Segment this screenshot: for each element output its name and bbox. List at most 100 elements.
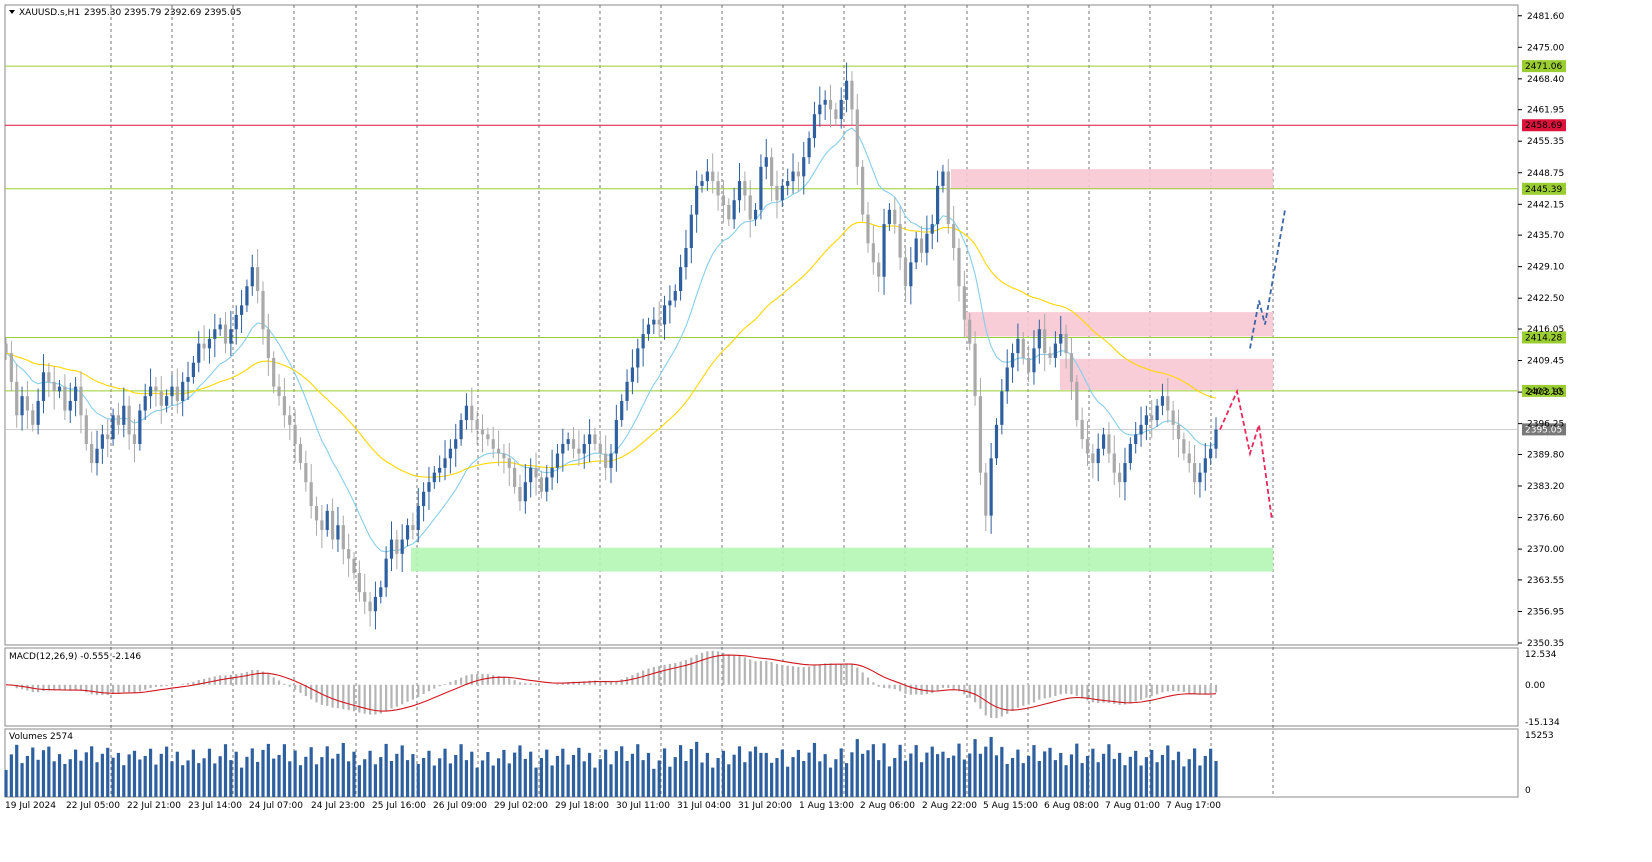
- volume-bar: [935, 754, 940, 797]
- candle-body: [604, 453, 608, 468]
- time-tick-label: 2 Aug 06:00: [860, 801, 915, 811]
- candle-body: [1203, 458, 1207, 473]
- volume-bar: [700, 762, 704, 797]
- volume-bar: [1187, 759, 1191, 797]
- volume-bar: [154, 764, 158, 797]
- candle-body: [834, 109, 838, 119]
- candle-body: [791, 171, 795, 182]
- candle-body: [57, 386, 62, 392]
- candle-body: [625, 381, 629, 401]
- candle-body: [239, 305, 244, 315]
- volume-bar: [780, 749, 784, 797]
- volume-bar: [202, 758, 206, 797]
- volume-bar: [636, 744, 640, 797]
- volume-bar: [63, 764, 67, 797]
- candle-body: [454, 439, 458, 449]
- candle-body: [984, 472, 988, 516]
- candle-body: [266, 329, 270, 358]
- volume-bar: [1101, 753, 1106, 797]
- volume-bar: [1016, 749, 1020, 797]
- volume-bar: [148, 748, 153, 797]
- demand-zone: [411, 547, 1273, 572]
- candle-body: [1198, 472, 1202, 483]
- candle-body: [293, 424, 297, 444]
- volume-bar: [1107, 744, 1111, 797]
- volume-bar: [748, 751, 752, 797]
- time-tick-label: 1 Aug 13:00: [799, 801, 854, 811]
- candle-body: [1118, 472, 1122, 483]
- volume-bar: [684, 761, 688, 797]
- time-tick-label: 30 Jul 11:00: [616, 801, 670, 811]
- candle-body: [116, 415, 121, 425]
- candle-body: [1209, 448, 1213, 459]
- candle-body: [828, 99, 833, 110]
- candle-body: [314, 506, 319, 521]
- candle-body: [384, 558, 388, 588]
- candle-body: [764, 157, 768, 167]
- volume-bar: [197, 763, 201, 797]
- candle-body: [74, 386, 78, 401]
- volume-bar: [1214, 761, 1218, 797]
- volume-bar: [36, 759, 40, 797]
- candle-body: [100, 434, 104, 449]
- price-tick-label: 2402.85: [1527, 388, 1564, 398]
- candle-body: [213, 329, 217, 339]
- candle-body: [914, 238, 918, 263]
- volume-bar: [834, 759, 838, 797]
- volume-bar: [1166, 745, 1170, 797]
- volume-bar: [925, 752, 929, 797]
- volume-bar: [887, 766, 892, 797]
- volume-bar: [229, 760, 233, 797]
- volume-bar: [1091, 748, 1095, 797]
- candle-body: [79, 386, 83, 416]
- candle-body: [1160, 396, 1165, 406]
- candle-body: [496, 448, 501, 454]
- volume-bar: [239, 767, 244, 797]
- candle-body: [1000, 391, 1004, 425]
- candle-body: [1037, 329, 1041, 349]
- volume-bar: [256, 761, 260, 797]
- price-tick-label: 2396.25: [1527, 420, 1564, 430]
- candle-body: [759, 166, 763, 210]
- macd-tick-label: -15.134: [1525, 718, 1560, 728]
- volume-bar: [753, 746, 758, 797]
- time-tick-label: 22 Jul 05:00: [66, 801, 120, 811]
- volume-bar: [1080, 763, 1084, 797]
- price-tick-label: 2370.00: [1527, 545, 1564, 555]
- volume-bar: [513, 752, 517, 797]
- volume-bar: [968, 753, 972, 797]
- volume-bar: [496, 758, 501, 797]
- volume-bar: [930, 746, 934, 797]
- candle-body: [31, 410, 35, 425]
- volume-bar: [304, 756, 308, 797]
- volume-bar: [791, 757, 795, 797]
- candle-body: [470, 405, 474, 421]
- candle-body: [68, 400, 72, 411]
- candle-body: [1043, 329, 1047, 354]
- candle-body: [363, 592, 367, 602]
- candle-body: [1123, 463, 1127, 483]
- candle-body: [502, 453, 506, 459]
- volume-bar: [604, 749, 608, 797]
- candle-body: [1091, 453, 1095, 464]
- volume-bar: [1112, 758, 1116, 797]
- volume-bar: [159, 753, 163, 797]
- macd-signal-line: [5, 654, 1217, 712]
- volume-bar: [111, 757, 115, 797]
- candle-body: [1053, 343, 1057, 358]
- candle-body: [325, 510, 329, 530]
- volume-bar: [459, 744, 463, 797]
- candle-body: [898, 224, 902, 258]
- price-tick-label: 2350.35: [1527, 639, 1564, 649]
- volume-bar: [1059, 752, 1063, 797]
- candle-body: [277, 386, 281, 397]
- candle-body: [823, 99, 827, 105]
- candle-body: [475, 420, 479, 430]
- volume-bar: [443, 748, 447, 797]
- volume-bar: [978, 753, 983, 797]
- candle-body: [304, 463, 308, 483]
- volume-bar: [534, 767, 538, 797]
- candle-body: [582, 443, 586, 454]
